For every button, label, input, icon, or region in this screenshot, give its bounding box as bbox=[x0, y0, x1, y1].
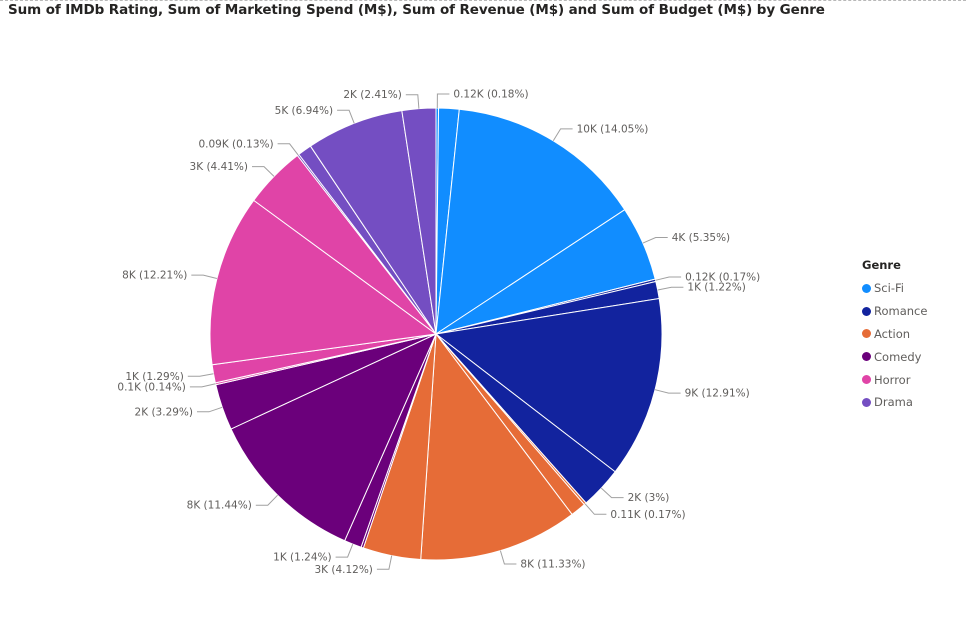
data-label-18: 8K (12.21%) bbox=[122, 270, 187, 282]
data-label-7: 2K (3%) bbox=[628, 492, 670, 504]
leader-line-18 bbox=[191, 274, 218, 279]
legend-marker-icon bbox=[862, 352, 871, 362]
data-label-20: 0.09K (0.13%) bbox=[198, 138, 273, 150]
leader-line-13 bbox=[335, 543, 354, 558]
legend-item-action[interactable]: Action bbox=[862, 323, 927, 346]
leader-line-14 bbox=[255, 494, 278, 506]
legend-marker-icon bbox=[862, 329, 871, 339]
legend-item-horror[interactable]: Horror bbox=[862, 368, 927, 391]
chart-title: Sum of IMDb Rating, Sum of Marketing Spe… bbox=[8, 2, 825, 18]
legend-label: Comedy bbox=[874, 349, 922, 364]
legend-label: Action bbox=[874, 326, 911, 341]
leader-line-7 bbox=[600, 487, 624, 499]
data-label-22: 5K (6.94%) bbox=[275, 105, 333, 117]
legend-marker-icon bbox=[862, 375, 871, 385]
data-label-10: 8K (11.33%) bbox=[520, 559, 585, 571]
data-label-15: 2K (3.29%) bbox=[135, 406, 193, 418]
data-label-2: 10K (14.05%) bbox=[577, 123, 649, 135]
leader-line-4 bbox=[655, 276, 682, 281]
pie-slice-action-10[interactable] bbox=[420, 332, 573, 561]
legend-item-drama[interactable]: Drama bbox=[862, 391, 927, 414]
leader-line-11 bbox=[376, 555, 393, 570]
legend-marker-icon bbox=[862, 397, 871, 407]
pie-slice-comedy-14[interactable] bbox=[230, 332, 437, 542]
legend-label: Drama bbox=[874, 395, 913, 410]
data-label-16: 0.1K (0.14%) bbox=[117, 381, 185, 393]
leader-line-10 bbox=[499, 550, 517, 565]
data-label-8: 0.11K (0.17%) bbox=[610, 509, 685, 521]
leader-line-20 bbox=[277, 143, 299, 156]
leader-line-17 bbox=[187, 373, 214, 377]
pie-slice-romance-6[interactable] bbox=[434, 297, 663, 473]
leader-line-16 bbox=[189, 383, 216, 388]
data-label-11: 3K (4.12%) bbox=[314, 564, 372, 576]
data-label-19: 3K (4.41%) bbox=[190, 161, 248, 173]
legend-title: Genre bbox=[862, 258, 901, 272]
leader-line-8 bbox=[584, 503, 607, 515]
legend-marker-icon bbox=[862, 283, 871, 293]
legend-label: Sci-Fi bbox=[874, 281, 904, 296]
leader-line-0 bbox=[436, 93, 450, 109]
leader-line-19 bbox=[252, 166, 275, 177]
leader-line-22 bbox=[337, 109, 355, 124]
legend: Genre Sci-Fi Romance Action Comedy Horror Dra… bbox=[862, 258, 927, 414]
data-label-6: 9K (12.91%) bbox=[685, 388, 750, 400]
data-label-14: 8K (11.44%) bbox=[187, 500, 252, 512]
legend-label: Horror bbox=[874, 372, 911, 387]
leader-line-15 bbox=[197, 406, 223, 413]
legend-label: Romance bbox=[874, 304, 928, 319]
leader-line-2 bbox=[552, 128, 573, 142]
legend-item-scifi[interactable]: Sci-Fi bbox=[862, 277, 927, 300]
legend-item-romance[interactable]: Romance bbox=[862, 300, 927, 323]
leader-line-3 bbox=[642, 237, 668, 244]
leader-line-6 bbox=[654, 389, 681, 394]
data-label-3: 4K (5.35%) bbox=[672, 232, 730, 244]
data-label-0: 0.12K (0.18%) bbox=[453, 89, 528, 101]
pie-slice-scifi-2[interactable] bbox=[435, 108, 626, 335]
legend-item-comedy[interactable]: Comedy bbox=[862, 345, 927, 368]
data-label-17: 1K (1.29%) bbox=[125, 371, 183, 383]
leader-line-5 bbox=[657, 286, 684, 291]
leader-line-23 bbox=[405, 94, 420, 109]
data-label-4: 0.12K (0.17%) bbox=[685, 272, 760, 284]
data-label-23: 2K (2.41%) bbox=[343, 89, 401, 101]
data-label-5: 1K (1.22%) bbox=[687, 282, 745, 294]
legend-marker-icon bbox=[862, 306, 871, 316]
pie-slice-horror-18[interactable] bbox=[209, 199, 438, 366]
data-label-13: 1K (1.24%) bbox=[273, 552, 331, 564]
